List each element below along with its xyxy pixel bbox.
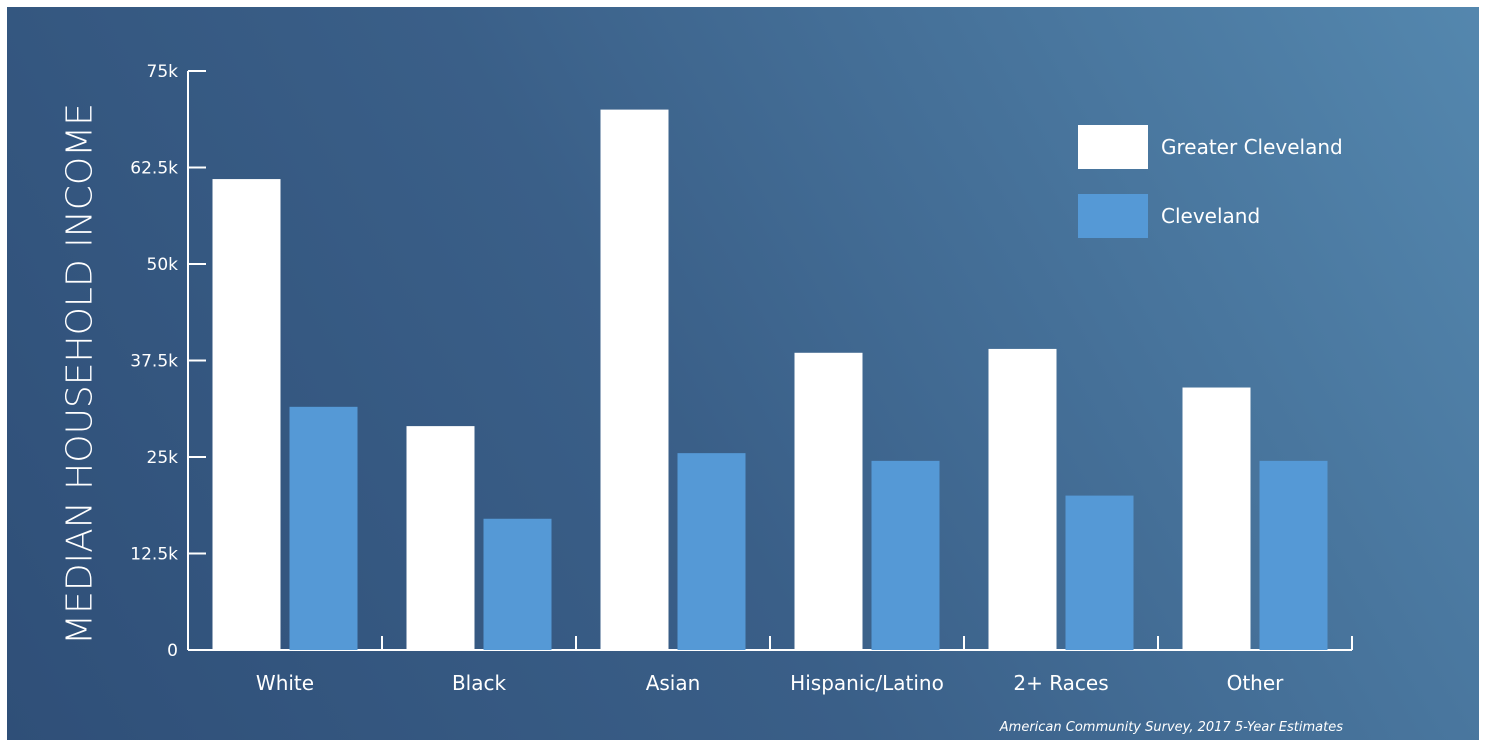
legend-swatch	[1078, 194, 1148, 238]
y-tick-label: 12.5k	[130, 545, 178, 565]
y-tick-label: 25k	[147, 448, 179, 468]
x-tick-label: Asian	[646, 671, 701, 695]
bar-greater-cleveland	[212, 179, 281, 650]
bar-greater-cleveland	[988, 348, 1057, 650]
x-tick-label: Other	[1227, 671, 1285, 695]
x-tick-label: Hispanic/Latino	[790, 671, 944, 695]
bar-greater-cleveland	[406, 426, 475, 650]
y-tick-label: 62.5k	[130, 159, 178, 179]
y-tick-label: 37.5k	[130, 352, 178, 372]
source-note: American Community Survey, 2017 5-Year E…	[999, 720, 1343, 735]
bar-cleveland	[483, 518, 552, 650]
legend-swatch	[1078, 125, 1148, 169]
x-tick-label: 2+ Races	[1013, 671, 1108, 695]
bar-greater-cleveland	[794, 352, 863, 650]
bar-cleveland	[1065, 495, 1134, 650]
y-axis-label: MEDIAN HOUSEHOLD INCOME	[59, 103, 101, 645]
y-tick-label: 75k	[147, 62, 179, 82]
x-tick-label: White	[256, 671, 314, 695]
bar-cleveland	[1259, 460, 1328, 650]
chart-frame: 0 12.5k 25k 37.5k 50k 62.5k 75k White Black Asian…	[7, 7, 1479, 740]
bar-greater-cleveland	[600, 109, 669, 651]
legend-label: Cleveland	[1161, 204, 1260, 228]
x-tick-label: Black	[452, 671, 507, 695]
y-tick-label: 0	[167, 641, 178, 661]
y-tick-label: 50k	[147, 255, 179, 275]
legend-label: Greater Cleveland	[1161, 135, 1343, 159]
bar-chart: 0 12.5k 25k 37.5k 50k 62.5k 75k White Black Asian…	[130, 62, 1353, 695]
bar-greater-cleveland	[1182, 387, 1251, 650]
bar-cleveland	[289, 406, 358, 650]
bar-cleveland	[871, 460, 940, 650]
bar-cleveland	[677, 453, 746, 650]
